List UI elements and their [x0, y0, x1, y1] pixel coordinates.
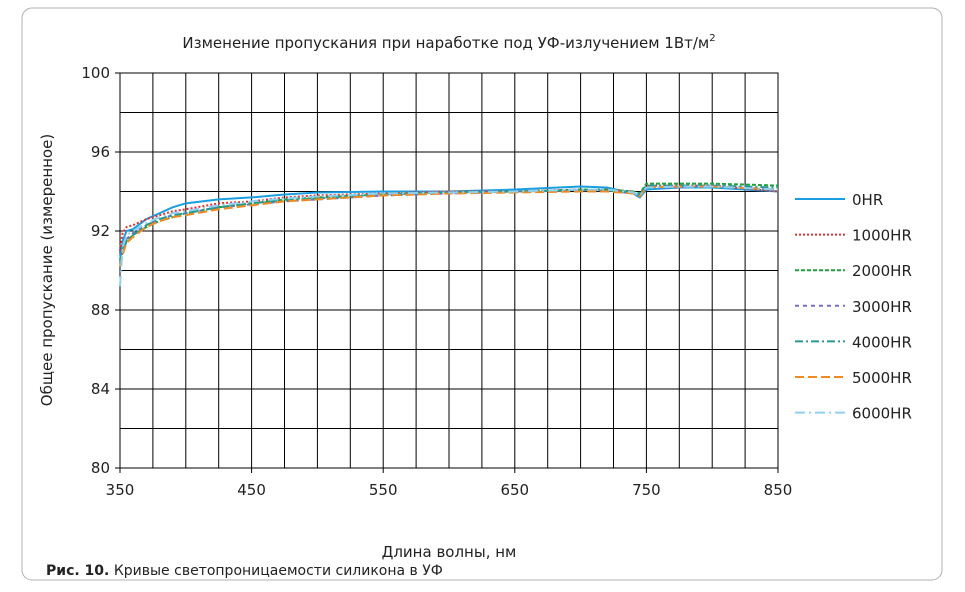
y-tick-label: 88	[91, 301, 110, 319]
legend-label: 0HR	[852, 191, 883, 209]
legend-label: 2000HR	[852, 262, 912, 280]
x-tick-label: 750	[632, 481, 661, 499]
legend-label: 1000HR	[852, 227, 912, 245]
legend-label: 6000HR	[852, 405, 912, 423]
caption-text: Кривые светопроницаемости силикона в УФ	[114, 563, 443, 579]
caption: Рис. 10. Кривые светопроницаемости силик…	[46, 563, 443, 579]
series-line	[119, 184, 779, 265]
caption-label: Рис. 10.	[46, 563, 109, 579]
legend-label: 5000HR	[852, 369, 912, 387]
series-line	[119, 185, 779, 287]
x-tick-label: 550	[369, 481, 398, 499]
y-axis-label: Общее пропускание (измеренное)	[38, 134, 56, 406]
chart-title: Изменение пропускания при наработке под …	[182, 33, 715, 52]
title-sup: 2	[709, 33, 715, 44]
series-line	[119, 184, 779, 251]
title-text: Изменение пропускания при наработке под …	[182, 34, 709, 52]
x-tick-label: 850	[764, 481, 793, 499]
y-tick-label: 80	[91, 459, 110, 477]
x-tick-label: 450	[237, 481, 266, 499]
legend-label: 4000HR	[852, 333, 912, 351]
y-tick-label: 92	[91, 222, 110, 240]
x-axis-label: Длина волны, нм	[382, 543, 517, 561]
y-tick-label: 84	[91, 380, 110, 398]
x-tick-label: 350	[106, 481, 135, 499]
y-tick-label: 100	[81, 64, 110, 82]
legend-label: 3000HR	[852, 298, 912, 316]
x-tick-label: 650	[500, 481, 529, 499]
y-tick-label: 96	[91, 143, 110, 161]
